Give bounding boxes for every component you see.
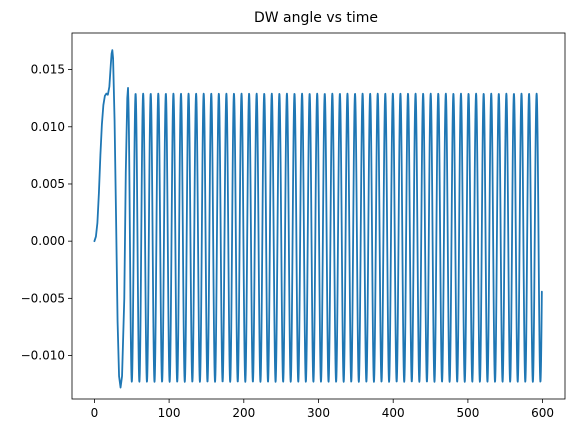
x-tick-label: 400	[382, 406, 405, 420]
y-tick-label: −0.010	[21, 349, 65, 363]
series-line	[93, 49, 543, 389]
x-axis: 0 100 200 300 400 500 600	[91, 399, 554, 420]
x-tick-label: 100	[158, 406, 181, 420]
y-axis: −0.010 −0.005 0.000 0.005 0.010 0.015	[21, 63, 72, 363]
x-tick-label: 200	[232, 406, 255, 420]
chart-title: DW angle vs time	[254, 10, 378, 26]
x-tick-label: 0	[91, 406, 99, 420]
y-tick-label: −0.005	[21, 291, 65, 305]
x-tick-label: 500	[456, 406, 479, 420]
y-tick-label: 0.010	[31, 120, 65, 134]
x-tick-label: 300	[307, 406, 330, 420]
y-tick-label: 0.015	[31, 63, 65, 77]
x-tick-label: 600	[531, 406, 554, 420]
y-tick-label: 0.000	[31, 234, 65, 248]
y-tick-label: 0.005	[31, 177, 65, 191]
